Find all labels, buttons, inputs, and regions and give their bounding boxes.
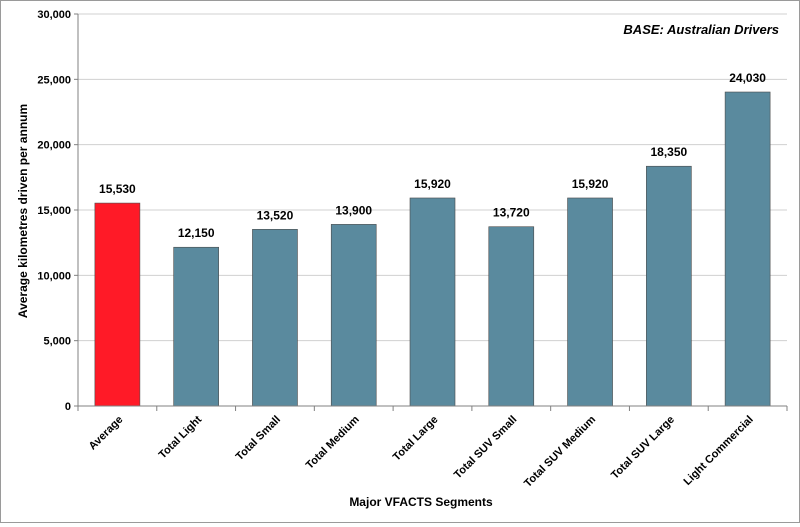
y-tick-label: 15,000: [37, 205, 71, 217]
bar-light-commercial: [724, 91, 771, 407]
data-label: 13,520: [257, 208, 294, 222]
bar-total-medium: [330, 224, 377, 407]
x-axis: Average Total Light Total Small Total Mediu…: [77, 405, 788, 490]
x-tick-label: Total SUV Large: [609, 414, 677, 482]
x-tick-label: Total Small: [234, 414, 283, 463]
x-tick-label: Total SUV Medium: [522, 413, 598, 489]
data-label: 13,720: [493, 206, 530, 220]
data-label: 15,530: [99, 182, 136, 196]
data-label: 13,900: [335, 203, 372, 217]
x-tick-label: Total SUV Small: [452, 414, 520, 482]
chart-annotation: BASE: Australian Drivers: [623, 22, 779, 37]
data-label: 15,920: [414, 177, 451, 191]
y-axis-title: Average kilometres driven per annum: [16, 104, 30, 318]
bar-total-suv-medium: [567, 197, 613, 407]
bar-total-suv-small: [488, 226, 535, 407]
data-label: 24,030: [729, 71, 766, 85]
bar-total-light: [173, 246, 219, 407]
bar-average: [94, 202, 141, 407]
bar-total-small: [252, 229, 298, 407]
bars: 15,530 12,150 13,520 13,900 15,920 13,720 15,9…: [94, 71, 771, 407]
x-tick-label: Total Light: [157, 413, 205, 461]
data-label: 18,350: [650, 145, 687, 159]
bar-total-suv-large: [646, 165, 692, 407]
x-axis-title: Major VFACTS Segments: [349, 495, 493, 509]
x-tick-label: Total Large: [391, 414, 441, 464]
x-tick-label: Average: [87, 414, 126, 453]
bar-total-large: [409, 197, 456, 407]
y-tick-label: 0: [65, 401, 71, 413]
y-tick-label: 20,000: [37, 140, 71, 152]
data-label: 12,150: [178, 226, 215, 240]
y-tick-label: 30,000: [37, 9, 71, 21]
data-label: 15,920: [572, 177, 609, 191]
y-axis: 0 5,000 10,000 15,000 20,000 25,000 30,000: [37, 9, 79, 413]
y-tick-label: 10,000: [37, 270, 71, 282]
y-tick-label: 25,000: [37, 74, 71, 86]
x-tick-label: Total Medium: [304, 413, 362, 471]
y-tick-label: 5,000: [43, 336, 71, 348]
x-tick-label: Light Commercial: [682, 414, 756, 488]
